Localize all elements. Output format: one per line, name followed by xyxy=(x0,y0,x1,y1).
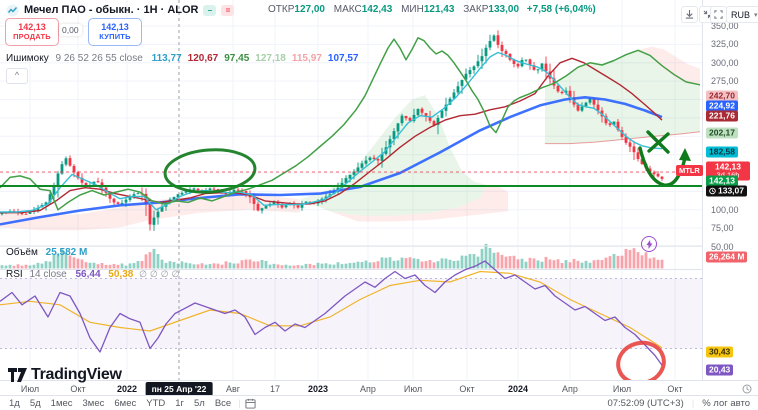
volume-legend[interactable]: Объём 25,582 M xyxy=(6,247,88,258)
range-button[interactable]: Все xyxy=(214,398,232,409)
bottom-toolbar: 1д 5д 1мес 3мес 6мес YTD 1г 5л Все | 07:52:09 (U… xyxy=(0,395,758,410)
order-price-label: 142,13 xyxy=(706,175,738,187)
chart-canvas[interactable] xyxy=(0,0,758,380)
symbol-price-tag: MTLR xyxy=(676,165,703,176)
price-tag: 20,43 xyxy=(706,364,734,376)
range-button[interactable]: 6мес xyxy=(114,398,137,409)
range-button[interactable]: 5л xyxy=(193,398,205,409)
spread-value: 0,00 xyxy=(59,24,82,36)
price-tag: 30,43 xyxy=(706,346,734,358)
price-tag: 182,58 xyxy=(706,146,738,158)
time-tick: Апр xyxy=(562,384,578,394)
range-button[interactable]: 1г xyxy=(175,398,184,409)
time-tick: Июл xyxy=(612,384,632,394)
price-tag: 202,17 xyxy=(706,127,738,139)
range-button[interactable]: 1мес xyxy=(50,398,73,409)
time-tick: 2023 xyxy=(307,384,329,394)
symbol-logo-icon xyxy=(6,4,19,16)
rsi-hidden-icons[interactable]: ∅ ∅ ∅ ∅ xyxy=(139,269,180,279)
download-icon[interactable] xyxy=(681,6,698,23)
timezone-clock-icon[interactable] xyxy=(742,384,752,394)
time-tick: Апр xyxy=(360,384,376,394)
alert-flag-icon[interactable]: = xyxy=(221,4,235,16)
ichimoku-value: 113,77 xyxy=(151,53,182,64)
range-button[interactable]: 3мес xyxy=(82,398,105,409)
time-tick: Окт xyxy=(667,384,683,394)
price-tick: 300,00 xyxy=(711,58,739,68)
currency-dropdown[interactable]: RUB ▾ xyxy=(726,6,758,23)
price-axis[interactable]: 350,00325,00300,00275,00250,00100,0075,0… xyxy=(702,0,758,380)
ichimoku-value: 115,97 xyxy=(291,53,322,64)
time-tick: Июл xyxy=(403,384,423,394)
range-button[interactable]: 1д xyxy=(9,398,20,409)
price-tag: 221,76 xyxy=(706,110,738,122)
drawn-ellipse xyxy=(163,148,257,194)
price-tick: 75,00 xyxy=(711,223,734,233)
tradingview-logo[interactable]: TradingView xyxy=(8,366,122,384)
symbol-title[interactable]: Мечел ПАО - обыкн. · 1Н · ALOR xyxy=(24,4,199,16)
time-tick: Окт xyxy=(70,384,86,394)
time-axis[interactable]: Июл Окт 2022 Авг 17 2023 Апр Июл Окт 2024 Апр Июл Ок… xyxy=(0,380,758,396)
price-tag: 26,264 M xyxy=(706,251,748,263)
fullscreen-icon[interactable] xyxy=(710,6,727,23)
indicator-flag-icon[interactable]: – xyxy=(203,4,217,16)
calendar-icon[interactable] xyxy=(245,398,256,409)
ichimoku-value: 120,67 xyxy=(187,53,219,64)
flash-icon[interactable] xyxy=(641,236,657,252)
drawn-horizontal-line[interactable] xyxy=(0,185,758,187)
price-tick: 350,00 xyxy=(711,21,739,31)
ohlc-readout: ОТКР127,00 МАКС142,43 МИН121,43 ЗАКР133,… xyxy=(268,4,596,15)
tradingview-mark-icon xyxy=(8,368,27,382)
price-tick: 275,00 xyxy=(711,76,739,86)
ichimoku-value: 107,57 xyxy=(327,53,359,64)
time-tick: Авг xyxy=(225,384,241,394)
price-tag: 242,70 xyxy=(706,90,738,102)
crosshair-date-label: пн 25 Апр '22 xyxy=(145,382,213,396)
price-tick: 50,00 xyxy=(711,242,734,252)
time-tick: 2022 xyxy=(116,384,138,394)
time-tick: Июл xyxy=(20,384,40,394)
price-tick: 100,00 xyxy=(711,205,739,215)
scale-options[interactable]: % лог авто xyxy=(702,398,750,409)
drawn-x-mark xyxy=(646,130,670,154)
ichimoku-value: 97,45 xyxy=(224,53,250,64)
price-tick: 325,00 xyxy=(711,39,739,49)
collapse-legend-button[interactable]: ^ xyxy=(6,68,28,84)
time-tick: 2024 xyxy=(507,384,529,394)
time-tick: 17 xyxy=(269,384,281,394)
range-button[interactable]: YTD xyxy=(146,398,166,409)
clock-readout[interactable]: 07:52:09 (UTC+3) xyxy=(607,398,684,409)
alert-price-label: 133,07 xyxy=(706,185,747,197)
sell-button[interactable]: 142,13 ПРОДАТЬ xyxy=(5,18,59,46)
rsi-legend[interactable]: RSI 14 close 56,44 50,38 ∅ ∅ ∅ ∅ xyxy=(6,269,180,280)
buy-button[interactable]: 142,13 КУПИТЬ xyxy=(88,18,142,46)
time-tick: Окт xyxy=(459,384,475,394)
drawn-red-circle xyxy=(616,340,666,380)
ichimoku-legend[interactable]: Ишимоку 9 26 52 26 55 close 113,77 120,67… xyxy=(6,53,359,64)
price-tag: 224,92 xyxy=(706,100,738,112)
ichimoku-value: 127,18 xyxy=(255,53,286,64)
range-button[interactable]: 5д xyxy=(29,398,41,409)
